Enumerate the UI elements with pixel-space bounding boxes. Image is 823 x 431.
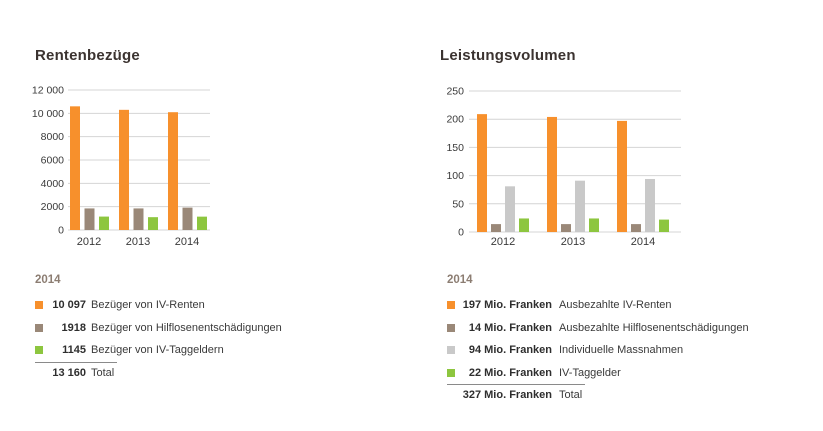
x-tick-label: 2014 [175,236,199,248]
legend-value: 1918 [61,321,86,334]
chart-title: Rentenbezüge [35,47,140,64]
legend-value: 197 Mio. Franken [462,299,552,311]
bar-brown [491,224,501,232]
bar-lightgray [575,180,585,232]
total-value: 13 160 [52,366,86,379]
chart-title: Leistungsvolumen [440,47,576,64]
y-tick-label: 8000 [41,131,65,143]
y-tick-label: 200 [446,114,464,126]
legend-label: Ausbezahlte IV-Renten [559,299,672,311]
y-tick-label: 250 [446,86,464,98]
bar-brown [561,224,571,232]
y-tick-label: 100 [446,170,464,182]
x-tick-label: 2012 [77,236,101,248]
legend-label: Bezüger von IV-Taggeldern [91,344,224,356]
bar-orange [119,109,129,230]
bar-lightgray [505,186,515,232]
bar-green [519,218,529,232]
bar-brown [631,224,641,232]
bar-lightgray [645,178,655,232]
legend-swatch [35,323,43,332]
bar-green [659,219,669,232]
legend-swatch [447,368,455,377]
legend-value: 10 097 [52,299,86,311]
bar-green [148,217,158,230]
y-tick-label: 50 [452,198,464,210]
bar-brown [133,208,144,230]
legend-label: Bezüger von IV-Renten [91,299,205,311]
bar-orange [477,114,487,232]
leistungsvolumen-chart: 0 50 100 150 200 250 2012 2013 2014 [446,86,681,248]
x-tick-label: 2014 [631,236,655,248]
rentenbezuege-panel: Rentenbezüge 0 2000 4000 6000 8000 10 000 12 0… [0,0,411,431]
legend-year: 2014 [447,274,473,286]
total-divider [447,384,585,385]
y-tick-label: 6000 [41,155,65,167]
bar-brown [84,208,95,230]
x-tick-label: 2013 [561,236,585,248]
bar-orange [168,112,178,230]
y-tick-label: 0 [458,227,464,239]
x-tick-label: 2012 [491,236,515,248]
x-tick-label: 2013 [126,236,150,248]
legend-label: Bezüger von Hilflosenentschädigungen [91,321,282,334]
legend-value: 22 Mio. Franken [468,366,552,379]
legend-label: Ausbezahlte Hilflosenentschädigungen [559,321,749,334]
legend-swatch [35,346,43,354]
leistungsvolumen-panel: Leistungsvolumen 0 50 100 150 200 250 2012 2013… [411,0,823,431]
legend-swatch [35,301,43,309]
legend-year: 2014 [35,274,61,286]
legend-value: 1145 [62,344,86,356]
legend-value: 94 Mio. Franken [468,344,552,356]
total-label: Total [91,366,115,379]
bar-green [589,218,599,232]
rentenbezuege-chart: 0 2000 4000 6000 8000 10 000 12 000 2012 2013 201… [32,85,210,248]
legend-swatch [447,323,455,332]
bar-orange [617,120,627,232]
y-tick-label: 150 [446,142,464,154]
bar-orange [547,116,557,232]
y-tick-label: 2000 [41,201,65,213]
total-value: 327 Mio. Franken [462,389,552,401]
y-tick-label: 10 000 [32,108,64,120]
bar-green [99,216,109,230]
bar-green [197,216,207,230]
y-tick-label: 4000 [41,178,65,190]
legend-swatch [447,301,455,309]
y-tick-label: 0 [58,225,64,237]
legend-value: 14 Mio. Franken [468,321,552,334]
legend-label: Individuelle Massnahmen [559,344,684,356]
total-label: Total [559,389,583,401]
legend-label: IV-Taggelder [559,366,621,379]
bar-orange [70,106,80,230]
y-tick-label: 12 000 [32,85,64,97]
legend-swatch [447,346,455,354]
total-divider [35,361,117,363]
bar-brown [182,207,193,230]
